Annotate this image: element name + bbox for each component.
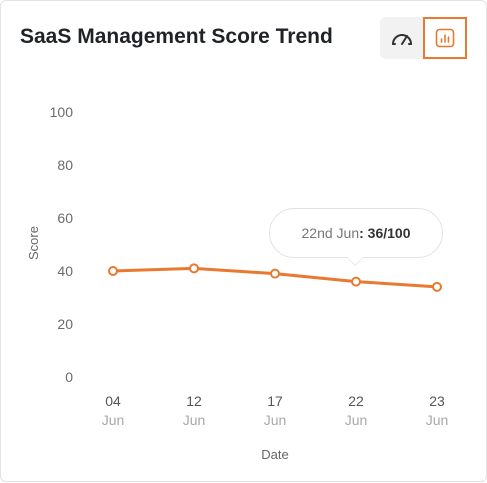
gauge-view-button[interactable]: [380, 17, 424, 59]
x-tick-day: 22: [348, 393, 364, 409]
x-tick-month: Jun: [183, 412, 206, 428]
y-axis-label: Score: [26, 226, 41, 260]
x-tick-day: 23: [429, 393, 445, 409]
tooltip-separator: :: [359, 225, 364, 241]
y-tick-label: 40: [57, 263, 73, 279]
data-point[interactable]: [270, 268, 280, 279]
x-tick-day: 12: [186, 393, 202, 409]
y-tick-label: 0: [65, 369, 73, 385]
data-point[interactable]: [189, 263, 199, 274]
x-tick-month: Jun: [264, 412, 287, 428]
card-title: SaaS Management Score Trend: [20, 25, 333, 48]
y-tick-label: 100: [50, 104, 74, 120]
data-tooltip: 22nd Jun: 36/100: [269, 208, 443, 258]
y-tick-label: 80: [57, 157, 73, 173]
x-axis-label: Date: [261, 447, 288, 462]
data-point[interactable]: [108, 266, 118, 276]
gauge-icon: [392, 34, 412, 45]
data-point[interactable]: [351, 276, 361, 287]
tooltip-arrow: [347, 257, 363, 265]
tooltip-value: 36/100: [367, 225, 411, 241]
x-tick-month: Jun: [102, 412, 125, 428]
y-tick-label: 60: [57, 210, 73, 226]
chart-view-button[interactable]: [423, 17, 467, 59]
x-tick-day: 04: [105, 393, 121, 409]
x-tick-day: 17: [267, 393, 283, 409]
view-toggle: [380, 17, 468, 59]
bar-chart-icon: [435, 28, 455, 48]
x-tick-month: Jun: [426, 412, 449, 428]
data-point[interactable]: [432, 281, 442, 292]
x-tick-month: Jun: [345, 412, 368, 428]
y-tick-label: 20: [57, 316, 73, 332]
tooltip-date: 22nd Jun: [301, 225, 360, 241]
